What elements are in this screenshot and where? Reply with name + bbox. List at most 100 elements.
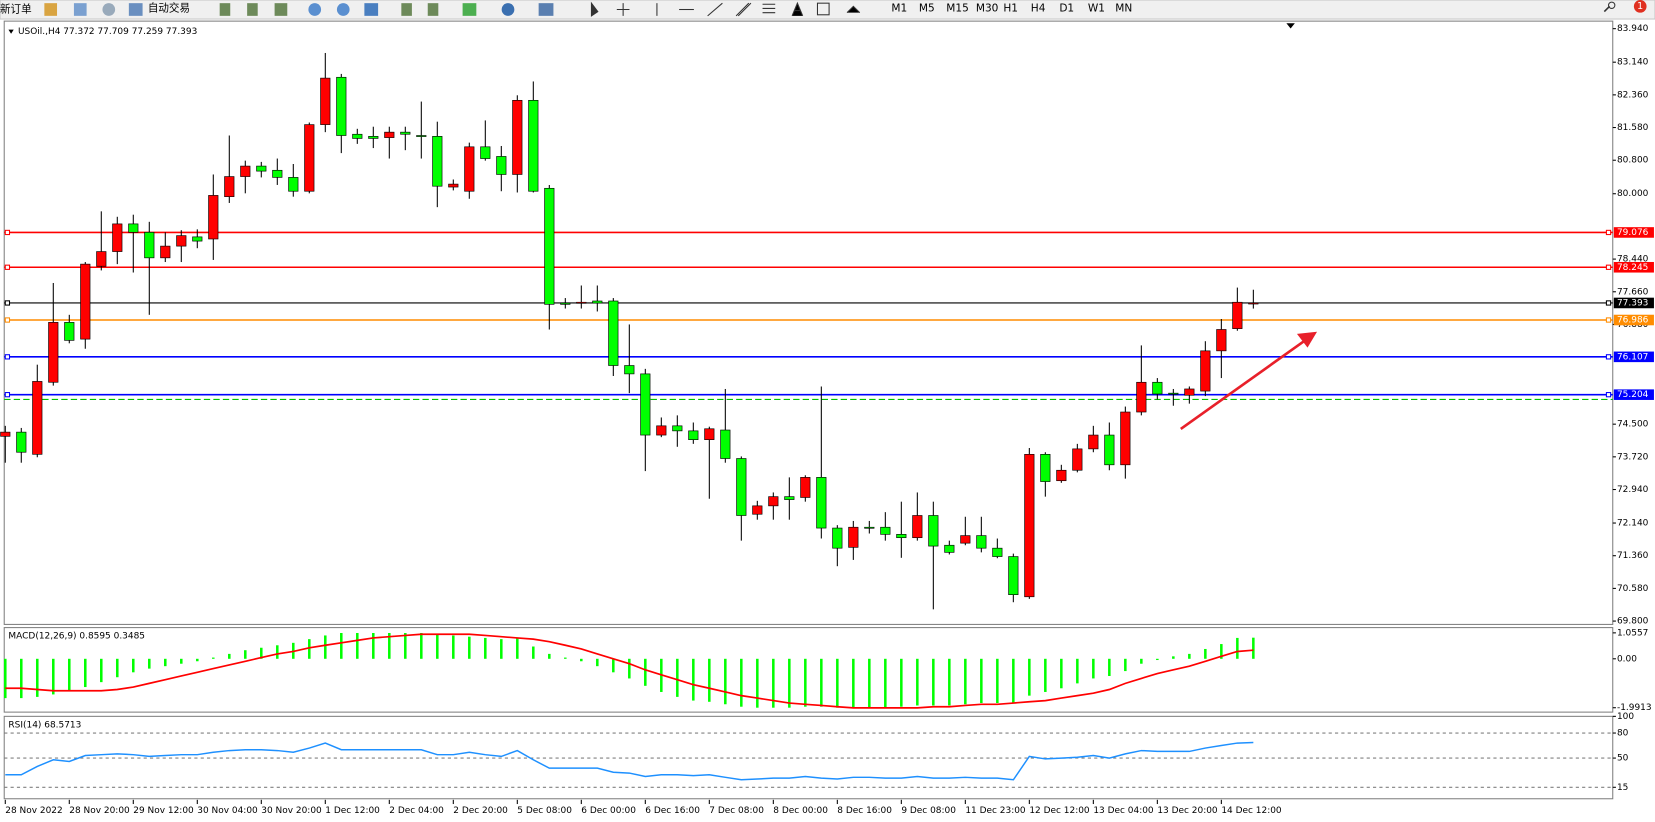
timeframe-button[interactable]: M5 (919, 2, 935, 14)
candle-body (32, 381, 43, 455)
rsi-line (5, 741, 1254, 781)
macd-bar (404, 632, 407, 659)
icon[interactable] (44, 3, 58, 16)
icon[interactable] (102, 3, 116, 16)
symbol-menu[interactable] (8, 29, 14, 34)
macd-bar (676, 658, 679, 697)
price-line-handle (1605, 229, 1612, 236)
x-tick-label: 13 Dec 04:00 (1093, 806, 1154, 816)
macd-bar (1060, 658, 1063, 689)
notification-badge[interactable] (1633, 0, 1647, 13)
x-tick-label: 6 Dec 16:00 (645, 806, 700, 816)
icon[interactable] (364, 3, 379, 16)
candle-body (832, 527, 843, 549)
icon[interactable] (247, 3, 258, 16)
y-tick-label: 82.360 (1617, 90, 1649, 100)
candle-body (976, 535, 987, 549)
y-tick-label: 78.440 (1617, 255, 1649, 265)
macd-bar (996, 658, 999, 704)
macd-bar (116, 658, 119, 678)
macd-bar (164, 658, 167, 667)
macd-bar (1188, 653, 1191, 659)
icon[interactable] (73, 3, 87, 16)
macd-bar (852, 658, 855, 708)
timeframe-button[interactable]: H1 (1003, 2, 1018, 14)
toolbar-bg (0, 0, 1655, 20)
price-label: 76.107 (1617, 352, 1648, 362)
timeframe-button[interactable]: W1 (1088, 2, 1105, 14)
icon[interactable] (427, 3, 439, 16)
macd-bar (564, 657, 567, 659)
icon[interactable] (538, 3, 554, 16)
notification-count: 1 (1637, 1, 1643, 12)
icon[interactable] (401, 3, 412, 16)
text-tool[interactable] (791, 1, 804, 17)
icon[interactable] (336, 3, 350, 16)
icon[interactable] (274, 3, 288, 16)
main-panel (3, 20, 1614, 625)
auto-trading-icon[interactable] (128, 3, 143, 16)
candle-body (640, 373, 651, 436)
macd-bar (612, 658, 615, 673)
timeframe-button[interactable]: H4 (1031, 2, 1046, 14)
price-label: 77.393 (1617, 298, 1648, 308)
crosshair-tool[interactable] (616, 3, 630, 16)
x-tick-label: 8 Dec 00:00 (773, 806, 828, 816)
candle-body (224, 176, 235, 197)
candle-body (528, 99, 539, 192)
y-tick-label: 70.580 (1617, 584, 1649, 594)
timeframe-button[interactable]: M1 (891, 2, 907, 14)
timeframe-button[interactable]: M30 (976, 2, 999, 14)
candle-body (816, 477, 827, 529)
icon[interactable] (308, 3, 322, 16)
price-label-bg (1613, 227, 1654, 238)
fibo-tool[interactable] (762, 3, 776, 14)
candle-body (416, 135, 427, 137)
macd-bar (900, 658, 903, 707)
cursor-tool[interactable] (590, 1, 599, 17)
macd-bar (180, 658, 183, 664)
price-line-handle (4, 354, 11, 360)
timeframe-button[interactable]: MN (1115, 2, 1132, 14)
macd-bar (1124, 658, 1127, 672)
x-tick-label: 7 Dec 08:00 (709, 806, 764, 816)
auto-trading-button[interactable]: 自动交易 (148, 1, 190, 14)
macd-bar (468, 636, 471, 659)
candle-body (864, 526, 875, 529)
candle-body (720, 429, 731, 459)
timeframe-button[interactable]: M15 (946, 2, 969, 14)
candle-body (960, 535, 971, 544)
candle-body (112, 223, 123, 252)
timeframe-button[interactable]: D1 (1059, 2, 1074, 14)
candle-body (1104, 434, 1115, 466)
price-line-handle (4, 300, 11, 306)
icon[interactable] (219, 3, 231, 16)
icon[interactable] (501, 3, 515, 16)
x-tick-label: 29 Nov 12:00 (133, 806, 194, 816)
candle-body (176, 235, 187, 247)
y-tick-label: 15 (1617, 783, 1628, 793)
arrows-tool[interactable] (846, 5, 861, 14)
candle-body (208, 195, 219, 240)
macd-bar (932, 658, 935, 706)
search-icon[interactable] (1608, 1, 1616, 9)
icon[interactable] (462, 3, 477, 16)
macd-bar (1028, 658, 1031, 696)
macd-bar (260, 647, 263, 659)
y-tick-label: 83.140 (1617, 58, 1649, 68)
macd-bar (356, 632, 359, 659)
price-label: 75.204 (1617, 390, 1649, 400)
y-tick-label: 83.940 (1617, 24, 1649, 34)
candle-body (1056, 469, 1067, 482)
channel-tool[interactable] (735, 2, 752, 17)
trend-tool[interactable] (707, 2, 723, 17)
label-tool[interactable] (816, 2, 830, 16)
new-order-button[interactable]: 新订单 (0, 3, 32, 16)
price-label-bg (1613, 261, 1654, 273)
macd-bar (340, 632, 343, 659)
candle-body (784, 496, 795, 500)
price-line-handle (4, 392, 11, 398)
x-tick-label: 28 Nov 2022 (5, 806, 62, 816)
macd-bar (580, 658, 583, 662)
candle-body (0, 431, 11, 437)
